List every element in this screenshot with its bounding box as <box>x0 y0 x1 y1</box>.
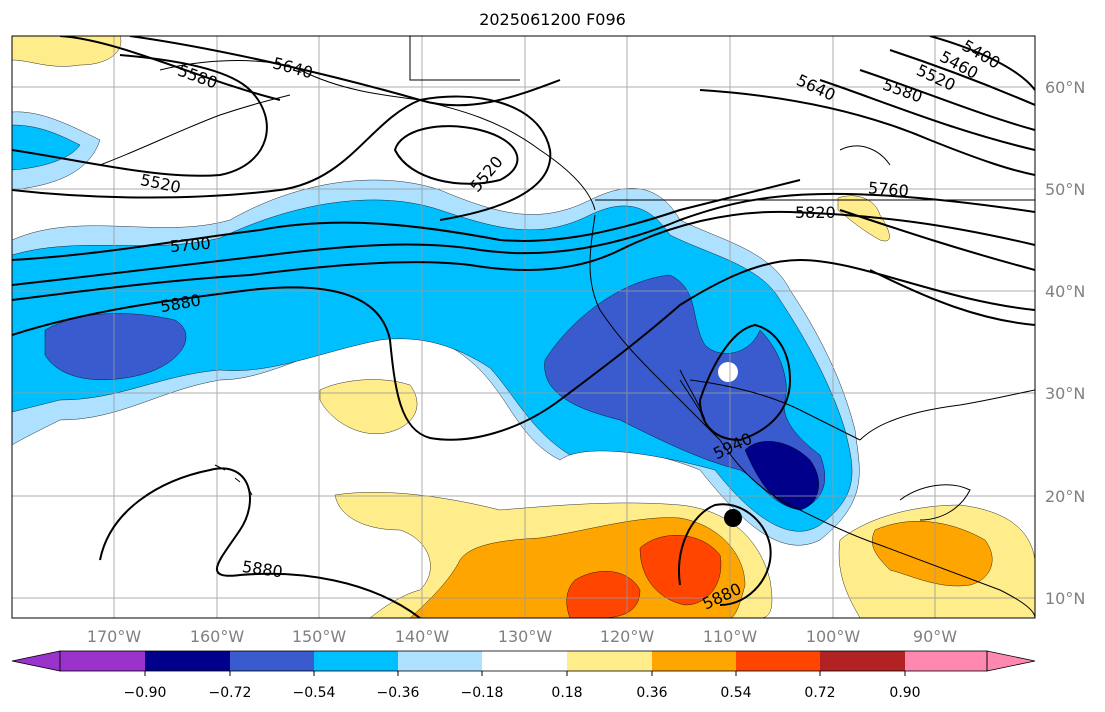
contour-label: 5760 <box>867 178 909 200</box>
colorbar-tick-label: −0.54 <box>293 685 336 701</box>
colorbar-tick-label: −0.90 <box>124 685 167 701</box>
contour-5520 <box>12 54 268 177</box>
contour-5820-right <box>839 209 1035 326</box>
colorbar-frame <box>59 650 988 672</box>
colorbar-segment <box>482 651 567 671</box>
lat-label: 30°N <box>1045 384 1085 403</box>
contour-5580 <box>12 95 552 221</box>
lon-label: 150°W <box>292 627 347 646</box>
height-contours <box>12 36 1035 618</box>
colorbar-segment <box>567 651 652 671</box>
coast-aleutians <box>99 94 291 166</box>
lon-label: 90°W <box>913 627 957 646</box>
contour-5400 <box>929 36 1035 91</box>
border-us-mexico <box>689 379 861 441</box>
colorbar: −0.90 −0.72 −0.54 −0.36 −0.18 0.18 0.36 … <box>11 650 1036 701</box>
lon-label: 160°W <box>190 627 245 646</box>
shade-orange-central-america <box>872 521 993 587</box>
contour-5640-ne <box>699 89 1035 176</box>
colorbar-segment <box>652 651 736 671</box>
colorbar-tick-label: 0.18 <box>551 685 582 701</box>
colorbar-segment <box>820 651 905 671</box>
anomaly-shading <box>12 36 1035 618</box>
colorbar-tick-label: 0.54 <box>720 685 751 701</box>
lat-label: 40°N <box>1045 282 1085 301</box>
contour-5460 <box>889 49 1035 106</box>
lat-label: 50°N <box>1045 180 1085 199</box>
colorbar-tick-label: 0.90 <box>889 685 920 701</box>
lon-label: 130°W <box>498 627 553 646</box>
contour-5760 <box>12 192 1035 286</box>
shade-yellow-north-pacific <box>12 36 122 67</box>
map-title: 2025061200 F096 <box>479 10 626 29</box>
contour-5880-south <box>99 467 421 618</box>
shade-red-tropics <box>639 535 722 606</box>
lon-label: 110°W <box>703 627 758 646</box>
colorbar-arrow-right <box>986 650 1036 672</box>
coast-central-america <box>879 544 1035 618</box>
map-frame <box>11 35 1036 619</box>
coast-gulf-of-mexico <box>859 389 1035 441</box>
lat-label: 10°N <box>1045 589 1085 608</box>
shade-navy-mexico <box>744 441 819 511</box>
longitude-labels: 170°W 160°W 150°W 140°W 130°W 120°W 110°… <box>87 627 957 646</box>
storm-center-marker <box>724 509 742 527</box>
contour-5580-north <box>59 36 281 101</box>
lon-label: 100°W <box>806 627 861 646</box>
colorbar-segment <box>314 651 398 671</box>
border-alaska <box>409 36 520 81</box>
colorbar-segment <box>398 651 482 671</box>
colorbar-tick-label: 0.72 <box>804 685 835 701</box>
lon-label: 140°W <box>395 627 450 646</box>
latitude-labels: 60°N 50°N 40°N 30°N 20°N 10°N <box>1045 78 1085 608</box>
colorbar-segment <box>905 651 987 671</box>
colorbar-tick-label: −0.72 <box>209 685 252 701</box>
colorbar-segment <box>736 651 820 671</box>
contour-5820 <box>12 210 1035 301</box>
colorbar-segment <box>230 651 314 671</box>
colorbar-arrow-left <box>11 650 61 672</box>
coast-mexico-west <box>719 439 881 546</box>
contour-5880-west <box>12 258 1035 441</box>
coast-yucatan <box>899 484 971 521</box>
coast-us-west <box>589 214 721 441</box>
contour-5880-tropics <box>678 503 772 606</box>
lat-label: 60°N <box>1045 78 1085 97</box>
shade-red-tropics-2 <box>566 571 641 618</box>
map-plot-area: 5580 5640 5520 5520 5700 5880 5640 5580 … <box>12 36 1035 618</box>
contour-5520-loop <box>393 125 519 185</box>
contour-5700 <box>12 179 801 261</box>
contour-label: 5700 <box>169 234 211 256</box>
colorbar-segment <box>145 651 230 671</box>
colorbar-tick-label: −0.18 <box>461 685 504 701</box>
coast-hudson <box>839 145 891 166</box>
lon-label: 120°W <box>600 627 655 646</box>
lon-label: 170°W <box>87 627 142 646</box>
lat-label: 20°N <box>1045 487 1085 506</box>
shade-medium-blue-west <box>44 313 187 380</box>
contour-5940 <box>698 323 792 442</box>
shade-blue-alaska <box>12 124 81 171</box>
colorbar-tick-label: −0.36 <box>377 685 420 701</box>
contour-5520-ne <box>859 69 1035 131</box>
colorbar-tick-label: 0.36 <box>636 685 667 701</box>
contour-5580-ne <box>819 79 1035 151</box>
shade-white-hole <box>718 362 738 382</box>
contour-5640-north <box>129 36 561 107</box>
colorbar-segment <box>60 651 145 671</box>
contour-label: 5820 <box>795 203 836 222</box>
graticule <box>12 36 1035 618</box>
